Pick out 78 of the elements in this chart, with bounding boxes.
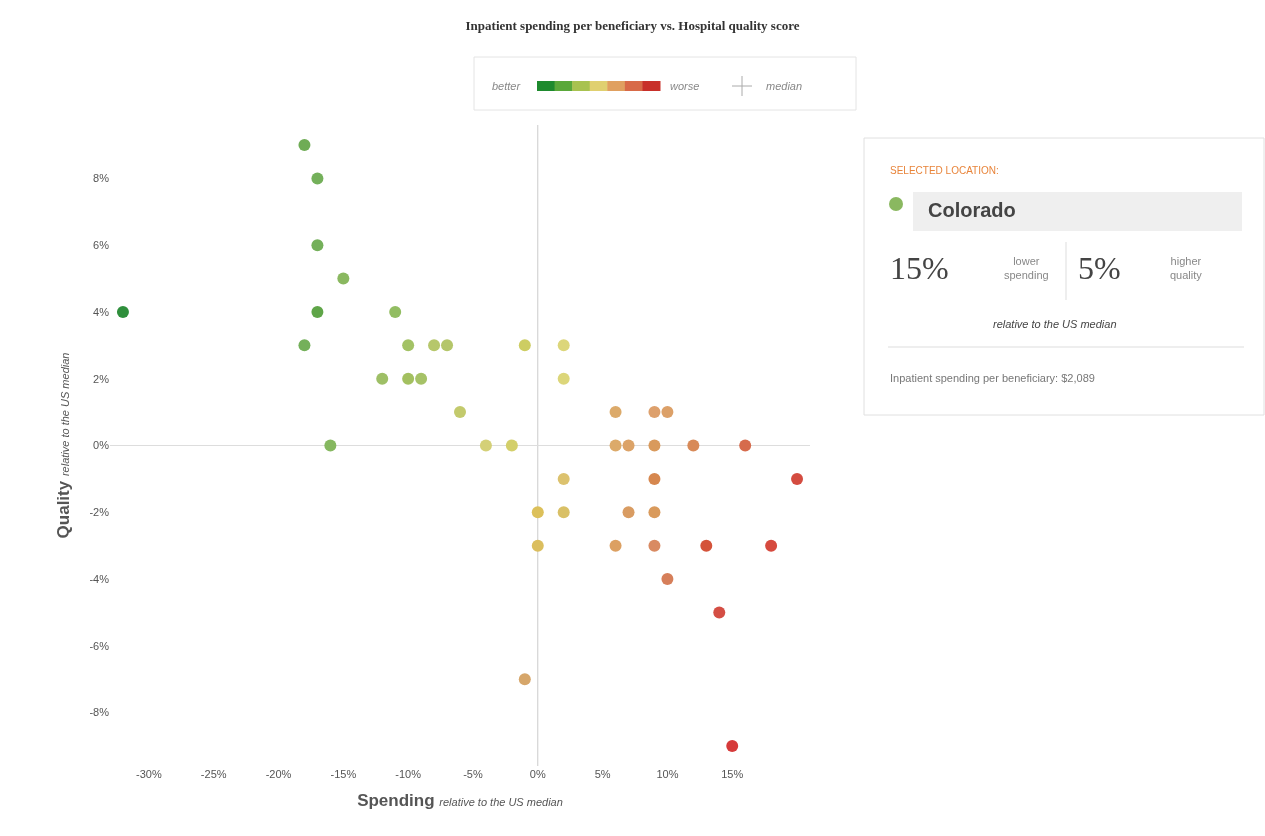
point <box>298 339 311 352</box>
x-axis-title: Spending relative to the US median <box>357 791 563 811</box>
point <box>648 439 661 452</box>
point <box>376 372 389 385</box>
point <box>557 372 570 385</box>
point <box>726 739 739 752</box>
point <box>505 439 518 452</box>
text: 15% <box>890 250 949 286</box>
x-tick-label: 10% <box>656 768 679 780</box>
point <box>518 673 531 686</box>
point <box>311 239 324 252</box>
y-tick-label: -4% <box>89 572 110 585</box>
point <box>454 406 466 419</box>
point <box>557 472 570 485</box>
x-tick-label: -15% <box>330 768 357 780</box>
point <box>402 339 415 352</box>
x-tick-label: 15% <box>721 768 744 780</box>
x-tick-label: -10% <box>395 768 422 780</box>
text: 5% <box>1078 250 1121 286</box>
point <box>337 272 350 285</box>
y-tick-label: -6% <box>89 639 110 652</box>
point <box>311 305 324 318</box>
x-tick-label: -30% <box>136 768 162 780</box>
point <box>479 439 492 452</box>
point <box>311 172 324 185</box>
point <box>622 506 635 519</box>
point <box>428 339 441 352</box>
point <box>648 539 661 552</box>
y-tick-label: 4% <box>93 305 110 318</box>
point <box>648 472 661 485</box>
point <box>402 372 415 385</box>
text: relative to the US median <box>993 318 1117 330</box>
y-axis-title: Quality relative to the US median <box>53 352 73 539</box>
point <box>557 506 570 519</box>
point <box>791 472 804 485</box>
x-tick-label: -20% <box>265 768 292 780</box>
point <box>609 406 622 419</box>
point <box>713 606 726 619</box>
point <box>648 406 661 419</box>
text: median <box>766 80 803 92</box>
point <box>116 305 129 318</box>
text: better <box>492 80 522 92</box>
point <box>389 305 402 318</box>
y-tick-label: 0% <box>93 439 110 452</box>
point <box>531 506 544 519</box>
point <box>609 439 622 452</box>
point <box>622 439 635 452</box>
point <box>687 439 700 452</box>
y-tick-label: 2% <box>93 372 110 385</box>
x-tick-label: 5% <box>594 768 611 780</box>
y-tick-label: -2% <box>89 506 110 519</box>
text: worse <box>670 80 700 92</box>
x-tick-label: -25% <box>200 768 227 780</box>
point <box>415 372 428 385</box>
text: lower spending <box>1004 255 1049 282</box>
point <box>661 406 674 419</box>
y-tick-label: 8% <box>93 172 110 185</box>
text: Colorado <box>928 199 1016 221</box>
text: Inpatient spending per beneficiary: $2,089 <box>890 372 1095 384</box>
point <box>661 573 674 586</box>
point <box>609 539 622 552</box>
point <box>648 506 661 519</box>
y-tick-label: -8% <box>89 706 110 719</box>
y-tick-label: 6% <box>93 239 110 252</box>
point <box>324 439 337 452</box>
x-tick-label: -5% <box>463 768 483 780</box>
text: SELECTED LOCATION: <box>890 165 999 176</box>
point <box>531 539 544 552</box>
x-tick-label: 0% <box>529 768 546 780</box>
point <box>518 339 531 352</box>
point <box>700 539 713 552</box>
point <box>557 339 570 352</box>
point <box>441 339 454 352</box>
point <box>739 439 752 452</box>
point <box>765 539 778 552</box>
chart-title: Inpatient spending per beneficiary vs. Hospital quality score <box>465 18 800 33</box>
point <box>298 139 311 152</box>
text: higher quality <box>1170 255 1203 282</box>
